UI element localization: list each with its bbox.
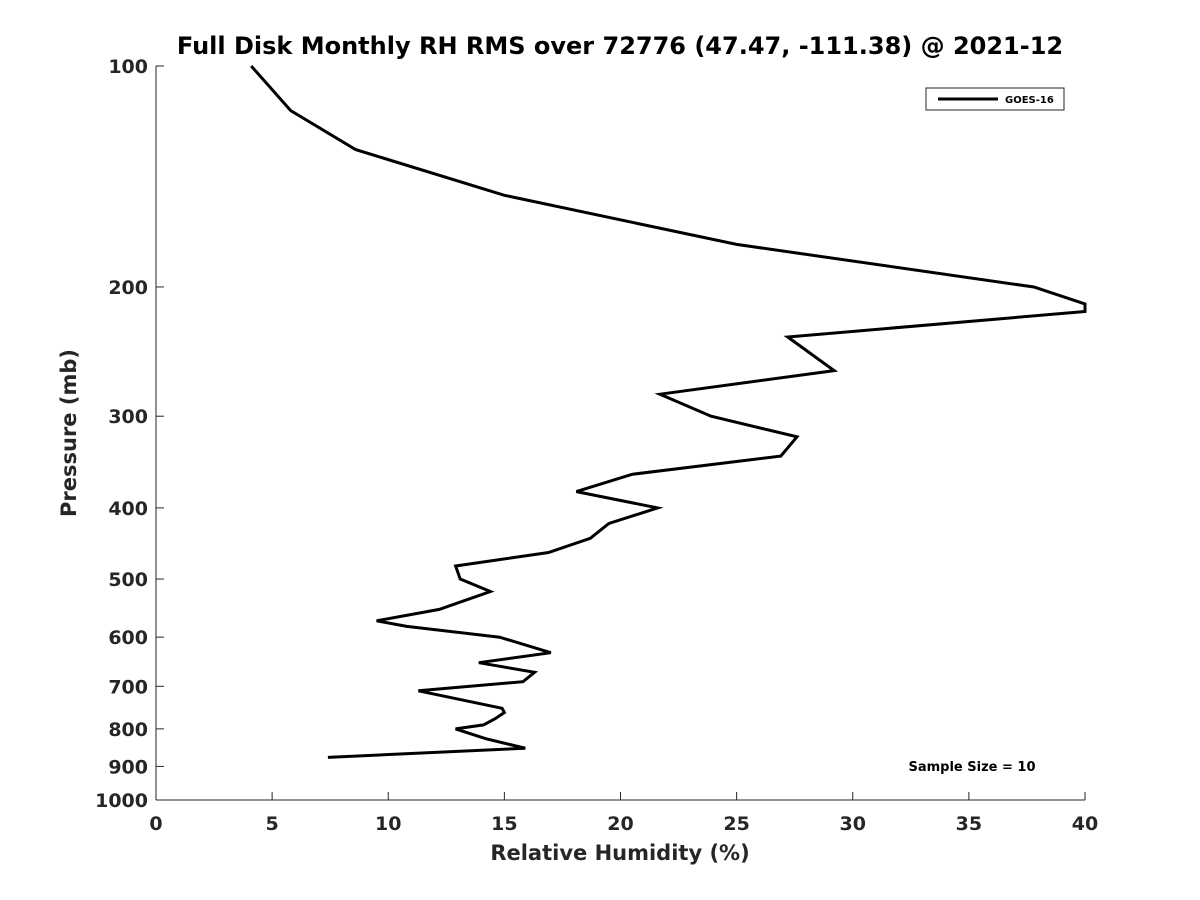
- x-axis-ticks: 0 5 10 15 20 25 30 35 40: [149, 792, 1098, 835]
- legend-label-goes-16: GOES-16: [1005, 95, 1054, 106]
- y-tick-label: 100: [108, 56, 148, 78]
- x-tick-label: 35: [956, 813, 982, 835]
- chart-title: Full Disk Monthly RH RMS over 72776 (47.…: [177, 32, 1063, 60]
- y-tick-label: 200: [108, 277, 148, 299]
- x-tick-label: 0: [149, 813, 162, 835]
- y-axis-label: Pressure (mb): [57, 349, 81, 517]
- x-tick-label: 20: [607, 813, 633, 835]
- x-tick-label: 15: [491, 813, 517, 835]
- y-tick-label: 400: [108, 498, 148, 520]
- y-tick-label: 1000: [95, 790, 148, 812]
- x-tick-label: 30: [840, 813, 866, 835]
- sample-size-annotation: Sample Size = 10: [908, 760, 1035, 775]
- x-tick-label: 40: [1072, 813, 1098, 835]
- series-layer: [250, 65, 1087, 759]
- legend: GOES-16: [925, 87, 1065, 111]
- y-tick-label: 700: [108, 676, 148, 698]
- y-tick-label: 800: [108, 719, 148, 741]
- x-axis-label: Relative Humidity (%): [490, 841, 749, 865]
- x-tick-label: 5: [266, 813, 279, 835]
- y-tick-label: 300: [108, 406, 148, 428]
- series-line-goes-16: [250, 65, 1087, 759]
- y-tick-label: 900: [108, 756, 148, 778]
- x-tick-label: 10: [375, 813, 401, 835]
- y-tick-label: 600: [108, 627, 148, 649]
- y-axis-ticks: 100 200 300 400 500 600 700 800 900 1000: [95, 56, 164, 812]
- y-tick-label: 500: [108, 569, 148, 591]
- x-tick-label: 25: [723, 813, 749, 835]
